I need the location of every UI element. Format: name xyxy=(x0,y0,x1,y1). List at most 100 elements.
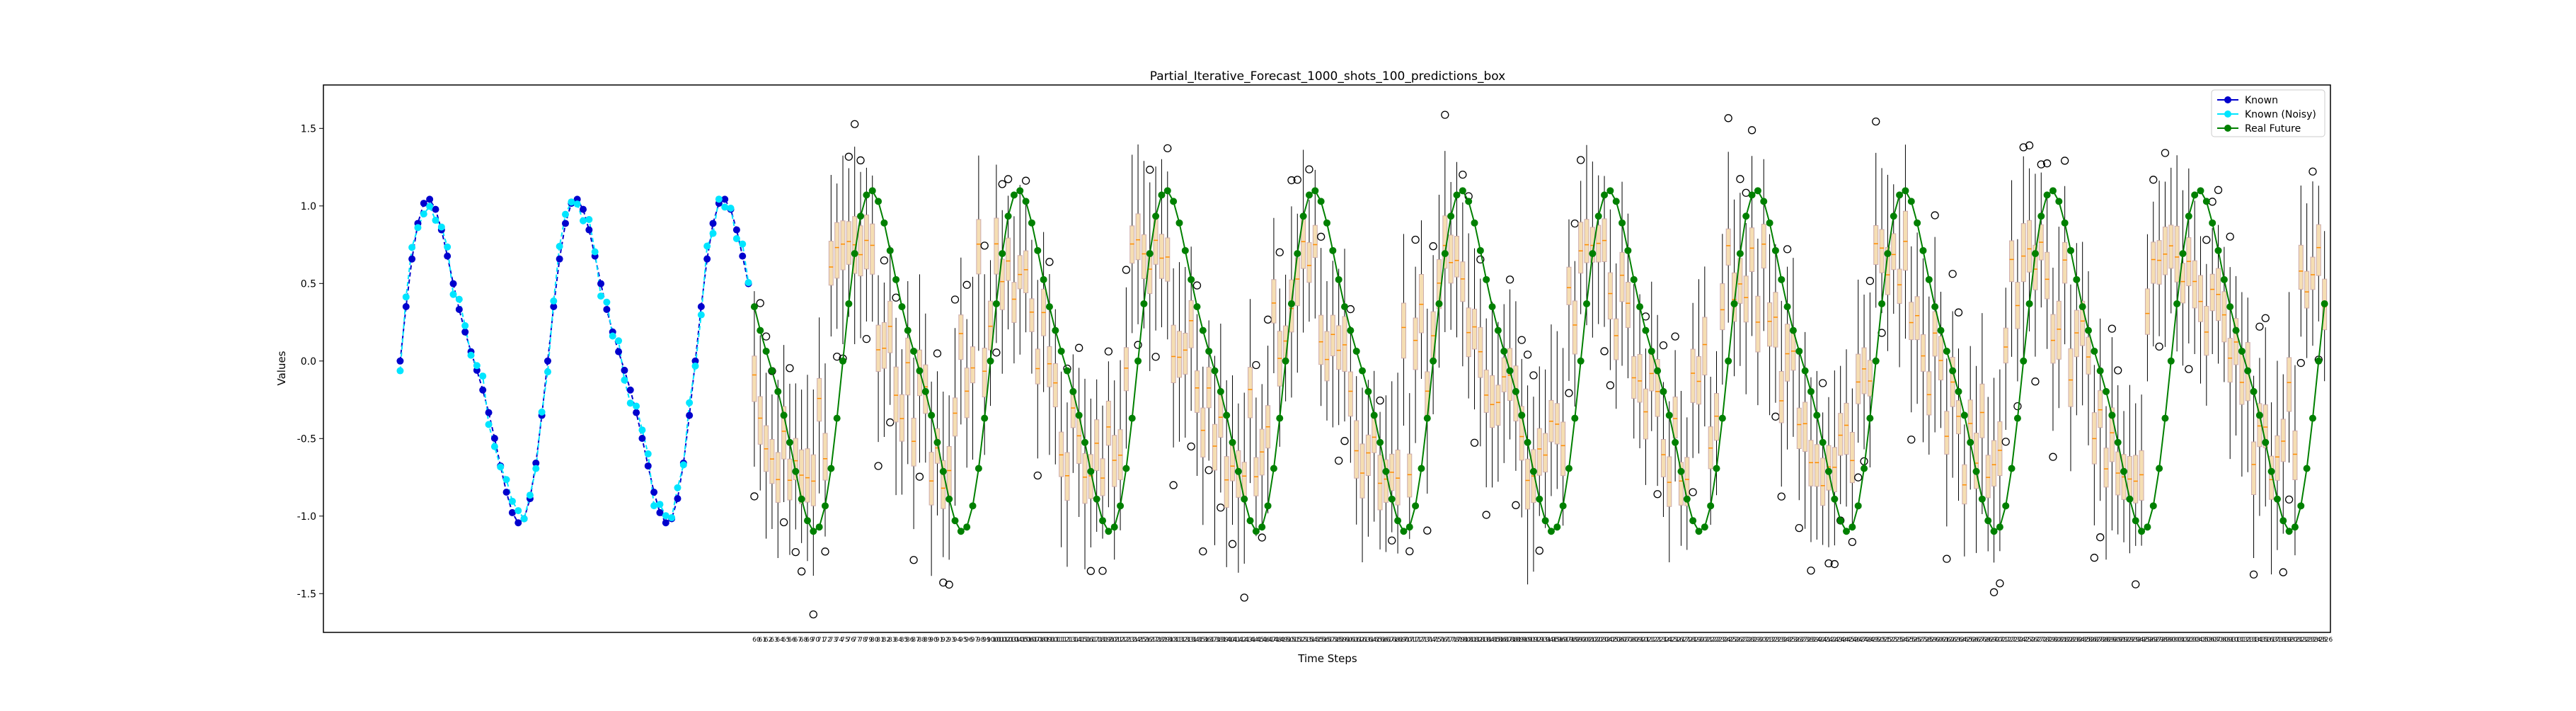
box-flier xyxy=(1989,588,1999,596)
point-real-future xyxy=(792,467,800,475)
box-flier xyxy=(2214,186,2223,194)
point-real-future xyxy=(1972,467,1980,475)
legend-entry-known: Known xyxy=(2245,95,2278,106)
box xyxy=(2197,275,2203,322)
plot-frame xyxy=(323,84,2331,633)
point-real-future xyxy=(1105,528,1112,535)
point-known xyxy=(432,205,439,213)
box xyxy=(2180,263,2185,304)
box xyxy=(1637,353,1643,403)
box xyxy=(1684,457,1690,506)
box xyxy=(1838,413,1844,456)
x-tick-label: 238 xyxy=(1801,637,1813,644)
x-tick-label: 269 xyxy=(1984,637,1996,644)
point-known-noisy xyxy=(656,501,664,508)
point-real-future xyxy=(1382,467,1390,475)
point-real-future xyxy=(2144,523,2151,531)
point-real-future xyxy=(2025,300,2033,307)
point-known-noisy xyxy=(691,362,699,370)
point-known-noisy xyxy=(485,421,493,428)
box xyxy=(1158,234,1164,279)
box-flier xyxy=(1777,492,1786,501)
point-known-noisy xyxy=(626,399,634,407)
point-known-noisy xyxy=(561,210,569,218)
point-real-future xyxy=(803,517,811,525)
point-real-future xyxy=(2167,357,2175,365)
x-tick-label: 239 xyxy=(1807,637,1819,644)
x-tick-label: 282 xyxy=(2061,637,2073,644)
point-real-future xyxy=(1099,517,1107,525)
point-real-future xyxy=(2308,414,2316,422)
box-flier xyxy=(1122,266,1131,274)
x-tick-label: 258 xyxy=(1919,637,1931,644)
x-tick-label: 315 xyxy=(2255,637,2267,644)
box-flier xyxy=(844,152,853,161)
x-tick-label: 93 xyxy=(947,637,955,644)
point-known xyxy=(644,462,652,470)
box-flier xyxy=(2031,377,2040,386)
point-real-future xyxy=(928,411,936,419)
point-real-future xyxy=(1010,191,1018,199)
box-flier xyxy=(2013,402,2022,411)
point-known-noisy xyxy=(473,362,481,370)
x-tick-label: 278 xyxy=(2037,637,2049,644)
y-tick-label: -1.0 xyxy=(297,511,316,523)
point-real-future xyxy=(1063,367,1071,375)
box-flier xyxy=(1577,156,1585,164)
box xyxy=(1430,311,1436,362)
point-known xyxy=(703,255,711,263)
point-known xyxy=(408,255,416,263)
point-real-future xyxy=(1287,300,1295,307)
box xyxy=(893,366,899,423)
box xyxy=(805,448,810,503)
box xyxy=(1920,334,1926,372)
box-flier xyxy=(1830,559,1839,569)
point-known-noisy xyxy=(455,295,463,303)
box xyxy=(1448,234,1454,284)
x-tick-label: 251 xyxy=(1878,637,1890,644)
point-real-future xyxy=(1672,438,1679,446)
x-tick-label: 220 xyxy=(1695,637,1707,644)
point-real-future xyxy=(1405,523,1413,531)
box-flier xyxy=(851,120,859,128)
point-real-future xyxy=(2297,502,2305,510)
box xyxy=(1778,370,1784,423)
point-known xyxy=(561,220,569,227)
point-real-future xyxy=(1984,517,1992,525)
point-real-future xyxy=(2161,414,2169,422)
box xyxy=(1543,433,1548,473)
point-real-future xyxy=(2291,523,2299,531)
box xyxy=(1667,456,1672,507)
x-tick-label: 123 xyxy=(1122,637,1134,644)
x-tick-label: 99 xyxy=(982,637,991,644)
point-real-future xyxy=(1843,528,1851,535)
x-tick-label: 254 xyxy=(1896,637,1908,644)
x-tick-label: 85 xyxy=(900,637,908,644)
box xyxy=(1200,407,1206,457)
box xyxy=(1312,224,1318,258)
box xyxy=(1035,348,1040,385)
box-flier xyxy=(1848,537,1857,547)
point-real-future xyxy=(2156,465,2163,472)
point-real-future xyxy=(1748,191,1756,199)
box-flier xyxy=(1517,336,1526,344)
point-real-future xyxy=(963,523,971,531)
box-flier xyxy=(756,299,764,307)
x-tick-label: 263 xyxy=(1949,637,1961,644)
point-real-future xyxy=(1536,495,1543,503)
box xyxy=(769,438,775,484)
x-tick-label: 241 xyxy=(1819,637,1831,644)
box-flier xyxy=(886,418,895,427)
point-known-noisy xyxy=(556,242,563,250)
box xyxy=(1867,360,1873,397)
point-known-noisy xyxy=(674,484,682,491)
point-known-noisy xyxy=(609,332,616,340)
point-known xyxy=(621,366,628,374)
box-flier xyxy=(791,547,800,557)
point-known xyxy=(603,305,611,313)
box xyxy=(1879,229,1885,273)
x-tick-label: 61 xyxy=(759,637,766,644)
point-real-future xyxy=(1819,438,1827,446)
y-tick-label: -0.5 xyxy=(297,433,316,445)
box-flier xyxy=(1240,593,1248,602)
